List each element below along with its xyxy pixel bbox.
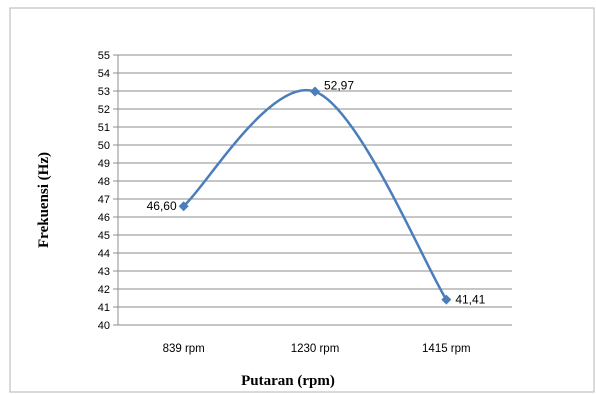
data-label: 41,41 — [455, 293, 485, 307]
x-tick-label: 1230 rpm — [291, 343, 340, 355]
y-tick-label: 43 — [98, 266, 110, 278]
y-tick-label: 41 — [98, 302, 110, 314]
y-tick-label: 46 — [98, 212, 110, 224]
y-tick-label: 42 — [98, 284, 110, 296]
data-point — [178, 201, 189, 212]
y-tick-label: 52 — [98, 104, 110, 116]
y-tick-labels: 40 41 42 43 44 45 46 47 48 49 50 51 52 53 54 55 — [98, 50, 110, 332]
data-point — [310, 86, 320, 97]
y-tick-label: 54 — [98, 68, 110, 80]
data-label: 52,97 — [324, 79, 354, 93]
y-tick-label: 47 — [98, 194, 110, 206]
series-layer — [178, 86, 452, 305]
y-tick-label: 51 — [98, 122, 110, 134]
data-labels: 46,60 52,97 41,41 — [147, 79, 486, 307]
data-point — [441, 294, 452, 305]
x-tick-label: 1415 rpm — [422, 343, 471, 355]
y-tick-label: 45 — [98, 230, 110, 242]
y-tick-label: 55 — [98, 50, 110, 62]
y-axis-title: Frekuensi (Hz) — [36, 152, 52, 248]
x-tick-label: 839 rpm — [163, 343, 205, 355]
x-tick-labels: 839 rpm 1230 rpm 1415 rpm — [163, 343, 471, 355]
y-tick-label: 48 — [98, 176, 110, 188]
gridlines — [113, 54, 512, 326]
y-tick-label: 50 — [98, 140, 110, 152]
y-tick-label: 40 — [98, 320, 110, 332]
chart-border — [9, 7, 595, 393]
y-tick-label: 53 — [98, 86, 110, 98]
data-label: 46,60 — [147, 199, 177, 213]
y-tick-label: 44 — [98, 248, 110, 260]
y-tick-label: 49 — [98, 158, 110, 170]
x-axis-title: Putaran (rpm) — [241, 373, 335, 389]
